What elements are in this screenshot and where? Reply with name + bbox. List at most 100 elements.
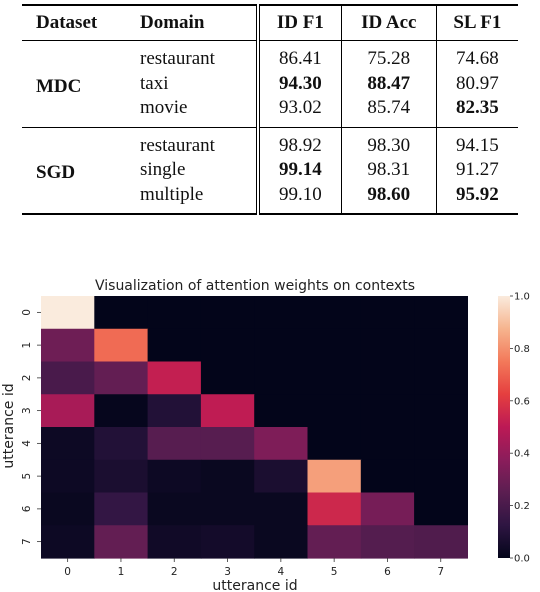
x-tick-label: 2 bbox=[171, 566, 178, 578]
heatmap-y-axis-label: utterance id bbox=[1, 383, 17, 468]
group-sgd: SGD restaurant 98.92 98.30 94.15 single … bbox=[22, 127, 518, 214]
id-acc-cell: 98.60 bbox=[340, 182, 437, 214]
heatmap-cell bbox=[414, 427, 468, 461]
colorbar-tick-label: 0.6 bbox=[514, 396, 530, 407]
heatmap-cell bbox=[307, 459, 362, 494]
id-acc-cell: 98.30 bbox=[340, 127, 437, 158]
heatmap-cell bbox=[94, 296, 149, 330]
sl-f1-cell: 80.97 bbox=[435, 71, 518, 96]
heatmap-cell bbox=[94, 427, 149, 461]
table-row: single 99.14 98.31 91.27 bbox=[22, 158, 518, 183]
heatmap-cell bbox=[147, 394, 202, 428]
colorbar-tick-label: 1.0 bbox=[514, 292, 530, 303]
sl-f1-cell: 82.35 bbox=[435, 96, 518, 127]
id-f1-cell: 98.92 bbox=[255, 127, 342, 158]
table-row: SGD restaurant 98.92 98.30 94.15 bbox=[22, 127, 518, 183]
heatmap-cell bbox=[254, 296, 309, 330]
heatmap-cell bbox=[147, 459, 202, 494]
attention-heatmap-figure: Visualization of attention weights on co… bbox=[0, 268, 540, 592]
table-row: multiple 99.10 98.60 95.92 bbox=[22, 182, 518, 215]
sl-f1-cell: 94.15 bbox=[435, 127, 518, 158]
heatmap-cell bbox=[41, 492, 95, 526]
id-f1-cell: 99.14 bbox=[255, 158, 342, 183]
heatmap-cell bbox=[254, 394, 309, 428]
y-tick-label: 0 bbox=[21, 309, 33, 316]
x-tick-label: 1 bbox=[118, 566, 125, 578]
heatmap-cell bbox=[254, 427, 309, 461]
heatmap-cell bbox=[94, 459, 149, 494]
dataset-name-mdc: MDC bbox=[36, 75, 82, 97]
heatmap-cell bbox=[41, 394, 95, 428]
heatmap-cell bbox=[414, 361, 468, 395]
heatmap-cell bbox=[360, 296, 415, 330]
heatmap-cell bbox=[94, 525, 149, 559]
colorbar-tick-label: 0.0 bbox=[514, 554, 530, 565]
colorbar-ticks: 0.0 0.2 0.4 0.6 0.8 1.0 bbox=[510, 292, 530, 565]
spacer-cell bbox=[244, 158, 258, 183]
domain-cell: multiple bbox=[140, 183, 204, 205]
table-row: movie 93.02 85.74 82.35 bbox=[22, 96, 518, 127]
heatmap-cell bbox=[200, 394, 255, 428]
y-tick-label: 7 bbox=[21, 538, 33, 545]
heatmap-cell bbox=[360, 328, 415, 363]
colorbar-tick-label: 0.8 bbox=[514, 344, 530, 355]
id-acc-cell: 85.74 bbox=[340, 96, 437, 127]
y-tick-label: 5 bbox=[21, 473, 33, 480]
heatmap-cell bbox=[360, 459, 415, 494]
heatmap-cell bbox=[200, 492, 255, 526]
heatmap-cell bbox=[200, 427, 255, 461]
colorbar bbox=[498, 296, 510, 558]
spacer-cell bbox=[244, 41, 258, 72]
id-f1-cell: 86.41 bbox=[255, 40, 342, 72]
y-tick-label: 6 bbox=[21, 505, 33, 512]
heatmap-y-ticks: 0 1 2 3 4 5 6 7 bbox=[21, 309, 41, 545]
x-tick-label: 0 bbox=[64, 566, 71, 578]
heatmap-cell bbox=[360, 525, 415, 559]
heatmap-cell bbox=[94, 361, 149, 395]
heatmap-cell bbox=[41, 525, 95, 559]
header-dataset: Dataset bbox=[36, 12, 98, 33]
header-sl-f1: SL F1 bbox=[435, 5, 518, 41]
domain-cell: taxi bbox=[140, 72, 169, 94]
heatmap-cell bbox=[360, 394, 415, 428]
heatmap-cell bbox=[254, 328, 309, 363]
domain-cell: movie bbox=[140, 97, 188, 119]
spacer-cell bbox=[244, 183, 258, 215]
heatmap-cell bbox=[41, 361, 95, 395]
header-domain: Domain bbox=[140, 12, 205, 33]
y-tick-label: 4 bbox=[21, 440, 33, 447]
heatmap-cell bbox=[147, 328, 202, 363]
heatmap-cell bbox=[200, 525, 255, 559]
sl-f1-cell: 74.68 bbox=[435, 40, 518, 72]
heatmap-cell bbox=[94, 328, 149, 363]
id-f1-cell: 93.02 bbox=[255, 96, 342, 127]
id-acc-cell: 88.47 bbox=[340, 71, 437, 96]
x-tick-label: 6 bbox=[384, 566, 391, 578]
heatmap-cell bbox=[414, 296, 468, 330]
heatmap-cell bbox=[94, 492, 149, 526]
heatmap-cell bbox=[307, 492, 362, 526]
heatmap-cell bbox=[414, 492, 468, 526]
table-row: taxi 94.30 88.47 80.97 bbox=[22, 71, 518, 96]
y-tick-label: 3 bbox=[21, 407, 33, 414]
spacer-cell bbox=[244, 96, 258, 127]
heatmap-cell bbox=[307, 296, 362, 330]
heatmap-cell bbox=[414, 394, 468, 428]
heatmap-cell bbox=[94, 394, 149, 428]
id-acc-cell: 75.28 bbox=[340, 40, 437, 72]
heatmap-cell bbox=[307, 394, 362, 428]
x-tick-label: 5 bbox=[331, 566, 338, 578]
x-tick-label: 7 bbox=[437, 566, 444, 578]
heatmap-x-ticks: 0 1 2 3 4 5 6 7 bbox=[64, 558, 444, 578]
heatmap-cell bbox=[41, 296, 95, 330]
spacer-cell bbox=[244, 127, 258, 158]
heatmap-cell bbox=[41, 427, 95, 461]
heatmap-cell bbox=[254, 492, 309, 526]
heatmap-cell bbox=[360, 492, 415, 526]
id-f1-cell: 99.10 bbox=[255, 182, 342, 214]
heatmap-cell bbox=[41, 328, 95, 363]
domain-cell: restaurant bbox=[140, 134, 215, 156]
heatmap-cell bbox=[307, 361, 362, 395]
header-id-acc: ID Acc bbox=[340, 5, 437, 41]
colorbar-tick-label: 0.4 bbox=[514, 449, 530, 460]
